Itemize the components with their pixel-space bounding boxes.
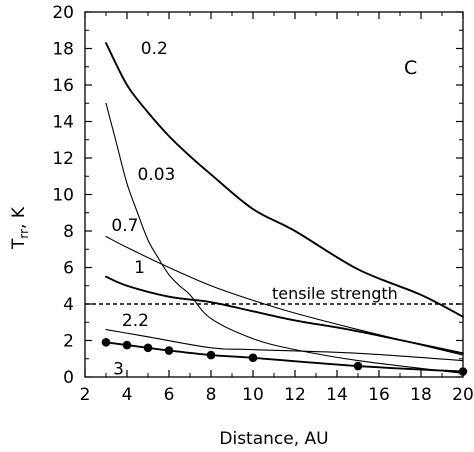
series-label-3: 3 [113,359,124,379]
y-tick-label: 0 [63,368,74,388]
x-tick-label: 4 [122,385,133,405]
x-tick-label: 6 [164,385,175,405]
curve-labels-layer: 0.2 0.03 0.7 1 2.2 3 [111,39,175,379]
y-tick-label: 14 [52,113,74,133]
y-tick-label: 16 [52,76,74,96]
series-point-3 [164,346,174,355]
y-axis-label: Trr, K [9,206,31,250]
x-tick-label: 2 [80,385,91,405]
curves-layer [105,42,464,374]
x-tick-label: 18 [410,385,432,405]
series-line-2-2 [105,329,464,362]
series-point-3 [206,350,216,360]
reference-lines-layer: tensile strength [85,284,463,305]
x-tick-label: 12 [284,385,306,405]
series-label-0-7: 0.7 [111,216,138,236]
series-line-0-2 [105,42,464,318]
series-label-0-2: 0.2 [141,39,168,59]
markers-layer [101,338,468,376]
x-tick-label: 8 [206,385,217,405]
x-tick-label: 10 [242,385,264,405]
series-line-0-03 [105,102,464,374]
series-label-1: 1 [134,258,145,278]
reference-line-label: tensile strength [272,284,398,303]
y-tick-label: 10 [52,186,74,206]
y-axis-label-subscript: rr [17,229,31,239]
x-axis-label: Distance, AU [219,429,328,449]
series-point-3 [122,340,132,350]
y-tick-label: 12 [52,149,74,169]
x-tick-label: 20 [452,385,474,405]
y-axis-label-unit: , K [9,206,29,229]
series-point-3 [143,343,153,353]
y-axis-label-symbol: T [9,238,29,250]
y-tick-label: 2 [63,332,74,352]
series-label-2-2: 2.2 [122,311,149,331]
series-point-3 [248,353,258,363]
y-tick-label: 4 [63,295,74,315]
series-label-0-03: 0.03 [137,165,175,185]
series-point-3 [353,361,363,371]
panel-label: C [404,57,417,79]
series-point-3 [101,338,111,347]
y-tick-label: 6 [63,259,74,279]
y-tick-label: 20 [52,3,74,23]
series-line-0-7 [105,235,464,356]
x-tick-label: 14 [326,385,348,405]
y-tick-label: 18 [52,40,74,60]
x-tick-label: 16 [368,385,390,405]
plot-frame [84,11,464,378]
y-tick-label: 8 [63,222,74,242]
series-line-1 [105,275,464,355]
